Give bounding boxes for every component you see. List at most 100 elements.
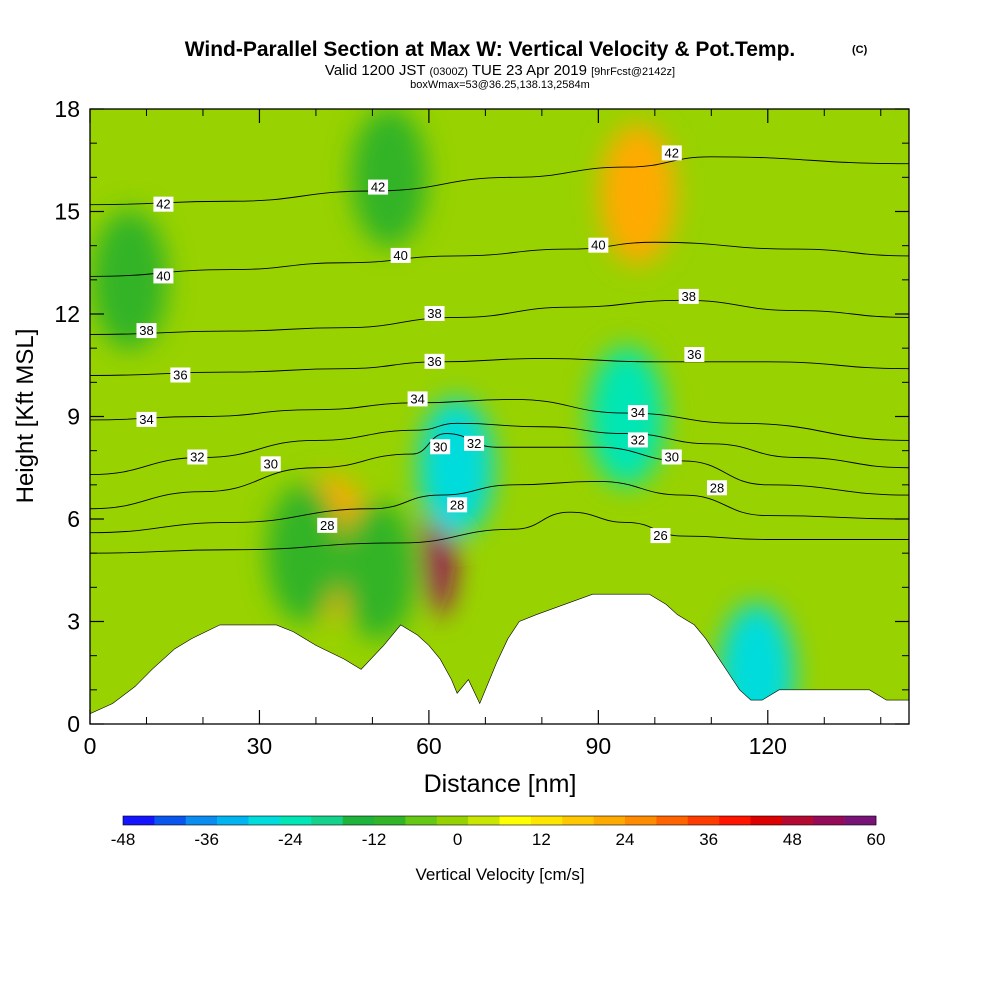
contour-label-text: 42 <box>665 145 679 160</box>
contour-label-bg <box>368 179 389 195</box>
contour-label-text: 28 <box>450 497 464 512</box>
chart-title: Wind-Parallel Section at Max W: Vertical… <box>185 38 796 61</box>
contour-label-bg <box>153 268 174 284</box>
contour-label-text: 32 <box>467 436 481 451</box>
velocity-feature-9 <box>91 209 168 350</box>
contour-label-bg <box>627 405 648 421</box>
x-axis: 0 30 60 90 120 <box>84 109 882 759</box>
isentrope-32 <box>90 422 909 476</box>
contour-label-bg <box>390 247 411 263</box>
contour-label-bg <box>187 449 208 465</box>
contour-label-bg <box>588 237 609 253</box>
contour-label-text: 28 <box>710 480 724 495</box>
contour-label: 38 <box>678 288 699 304</box>
contour-label: 32 <box>187 449 208 465</box>
y-tick-label: 12 <box>54 301 80 327</box>
y-tick-label: 9 <box>67 404 80 430</box>
contour-label-text: 32 <box>631 432 645 447</box>
velocity-feature-5 <box>340 500 417 641</box>
isentrope-42 <box>90 156 909 206</box>
colorbar-tick-label: -48 <box>111 830 136 849</box>
colorbar-swatch <box>311 816 343 825</box>
contour-label-bg <box>678 288 699 304</box>
contour-label: 36 <box>424 353 445 369</box>
contour-label-text: 34 <box>631 405 645 420</box>
colorbar-swatch <box>499 816 532 825</box>
colorbar-swatch <box>405 816 438 825</box>
contour-label-text: 40 <box>393 248 407 263</box>
isentrope-34 <box>90 398 909 441</box>
y-tick-label: 6 <box>67 506 80 532</box>
contour-label-text: 30 <box>264 456 278 471</box>
contour-label: 40 <box>390 247 411 263</box>
valid-time: Valid 1200 JST <box>325 62 425 79</box>
contour-label-text: 32 <box>190 450 204 465</box>
colorbar-tick-label: 0 <box>453 830 462 849</box>
contour-label: 28 <box>447 497 468 513</box>
contour-label: 28 <box>317 517 338 533</box>
isentrope-38 <box>90 299 909 335</box>
chart-subtitle: Valid 1200 JST (0300Z) TUE 23 Apr 2019 [… <box>325 62 675 79</box>
velocity-feature-4 <box>266 483 343 624</box>
contour-label-bg <box>706 480 727 496</box>
colorbar-frame <box>122 815 877 826</box>
x-tick-label: 30 <box>247 733 273 759</box>
colorbar-swatch <box>781 816 814 825</box>
colorbar-swatch <box>217 816 249 825</box>
contour-label: 42 <box>661 145 682 161</box>
velocity-feature-1 <box>418 397 495 538</box>
colorbar-tick-label: 24 <box>616 830 635 849</box>
y-tick-label: 18 <box>54 96 80 122</box>
isentrope-40 <box>90 241 909 277</box>
contour-label-text: 38 <box>139 323 153 338</box>
x-tick-label: 60 <box>416 733 442 759</box>
y-tick-label: 3 <box>67 609 80 635</box>
contour-label-bg <box>170 367 191 383</box>
colorbar-tick-label: 36 <box>699 830 718 849</box>
colorbar: -48 -36 -24 -12 0 12 24 36 48 60 <box>111 815 885 849</box>
contour-label: 30 <box>661 449 682 465</box>
contour-label: 36 <box>684 347 705 362</box>
contour-label-bg <box>464 435 485 451</box>
colorbar-swatch <box>593 816 626 825</box>
velocity-feature-3 <box>599 124 676 265</box>
contour-label-bg <box>407 391 428 407</box>
contour-label: 28 <box>706 480 727 496</box>
velocity-feature-6 <box>588 346 665 487</box>
colorbar-tick-label: 48 <box>783 830 802 849</box>
contour-label-bg <box>661 449 682 465</box>
contour-label-bg <box>661 145 682 161</box>
contour-label: 42 <box>153 196 174 212</box>
contour-label-text: 36 <box>687 347 701 362</box>
contour-label-bg <box>424 306 445 321</box>
contour-label-text: 30 <box>433 439 447 454</box>
x-tick-label: 120 <box>749 733 787 759</box>
valid-date: TUE 23 Apr 2019 <box>472 62 587 79</box>
contour-label: 40 <box>588 237 609 253</box>
colorbar-label: Vertical Velocity [cm/s] <box>415 865 584 884</box>
chart-subsubtitle: boxWmax=53@36.25,138.13,2584m <box>410 79 590 91</box>
contour-label-text: 26 <box>653 528 667 543</box>
contour-label-bg <box>684 347 705 362</box>
contour-label: 34 <box>407 391 428 407</box>
contour-labels: 42 42 42 40 40 40 38 38 38 36 36 36 34 34 34 32 32 32 30 30… <box>136 145 727 544</box>
contour-label-text: 36 <box>427 354 441 369</box>
colorbar-swatch <box>750 816 783 825</box>
colorbar-swatch <box>530 816 563 825</box>
plot-area: 42 42 42 40 40 40 38 38 38 36 36 36 34 34 34 32 32 32 30 30… <box>90 109 909 724</box>
contour-label-bg <box>627 432 648 448</box>
contour-label-text: 40 <box>156 268 170 283</box>
contour-label-bg <box>317 517 338 533</box>
y-tick-label: 15 <box>54 199 80 225</box>
colorbar-tick-label: -36 <box>194 830 219 849</box>
velocity-feature-8 <box>351 109 428 248</box>
colorbar-swatch <box>844 816 877 825</box>
contour-label-bg <box>650 528 671 544</box>
colorbar-swatch <box>656 816 689 825</box>
isentrope-26 <box>90 511 909 554</box>
contour-label-bg <box>136 323 157 339</box>
contour-label: 26 <box>650 528 671 544</box>
contour-label-text: 42 <box>156 197 170 212</box>
